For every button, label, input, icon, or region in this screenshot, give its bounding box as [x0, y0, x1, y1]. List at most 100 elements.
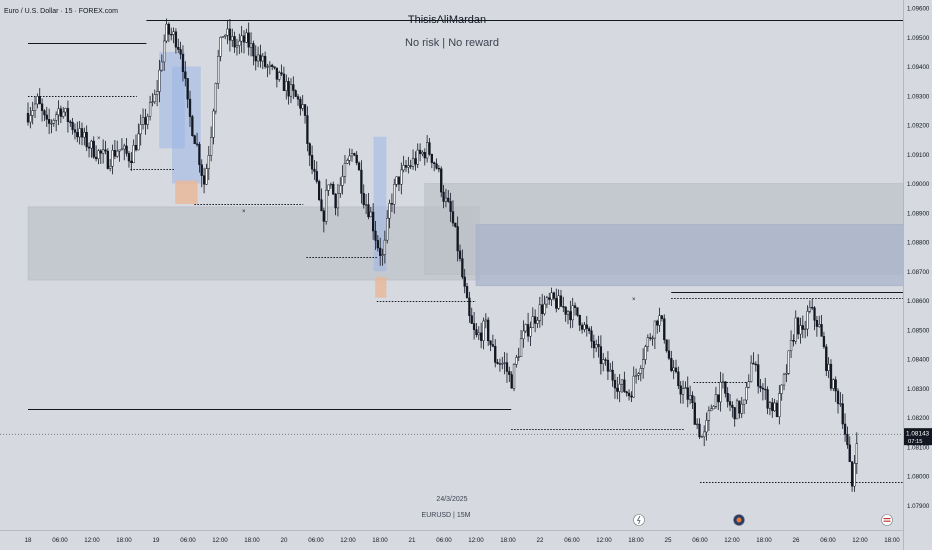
time-axis-tick-label: 06:00 — [564, 537, 580, 544]
candle — [120, 138, 124, 151]
imbalance-box-blue — [172, 66, 201, 184]
candle — [825, 344, 828, 377]
candle — [350, 148, 354, 162]
candle — [691, 391, 694, 410]
candle — [449, 192, 452, 222]
candle — [550, 287, 553, 306]
candle — [731, 401, 734, 418]
candle — [40, 98, 44, 122]
price-axis-tick-label: 1.08400 — [907, 357, 930, 364]
time-axis-tick-label: 12:00 — [212, 537, 228, 544]
candle — [116, 140, 119, 158]
candle — [29, 106, 32, 129]
candle — [813, 306, 816, 331]
candle — [512, 363, 516, 392]
time-axis-tick-label: 12:00 — [596, 537, 612, 544]
candle — [181, 45, 185, 82]
candle — [456, 216, 459, 262]
price-axis-tick-label: 1.08800 — [907, 240, 930, 247]
candle — [749, 355, 753, 383]
candle — [853, 454, 856, 492]
candle — [278, 70, 281, 82]
candle — [447, 190, 450, 203]
candle — [310, 145, 314, 175]
candle — [768, 401, 772, 416]
candle — [379, 237, 382, 266]
candle — [165, 18, 168, 44]
candle — [745, 382, 748, 404]
candle — [545, 295, 549, 309]
lightning-event-icon[interactable] — [633, 514, 645, 526]
candle — [83, 127, 86, 146]
candle — [733, 407, 736, 427]
price-axis-tick-label: 1.08500 — [907, 327, 930, 334]
candle — [705, 412, 708, 441]
candle — [792, 334, 795, 347]
candle — [803, 320, 807, 339]
candle — [313, 159, 316, 180]
candle — [656, 319, 659, 334]
price-axis-tick-label: 1.09400 — [907, 64, 930, 71]
candle — [630, 391, 633, 403]
time-axis-tick-label: 18:00 — [116, 537, 132, 544]
candle — [428, 137, 431, 156]
time-axis-tick-label: 06:00 — [436, 537, 452, 544]
candle — [742, 399, 746, 414]
candle — [367, 193, 370, 220]
time-axis[interactable] — [0, 530, 903, 550]
price-axis[interactable] — [903, 0, 932, 550]
candle — [306, 106, 309, 152]
candle — [508, 366, 511, 382]
candle — [268, 61, 271, 75]
price-axis-tick-label: 1.09000 — [907, 181, 930, 188]
candle — [186, 78, 189, 109]
us-flag-event-icon[interactable] — [881, 514, 893, 526]
candle — [557, 289, 560, 310]
candle — [724, 381, 727, 398]
candle — [397, 176, 401, 192]
candle — [390, 193, 394, 213]
candle — [45, 106, 48, 127]
candle — [158, 59, 161, 103]
candle — [184, 61, 187, 87]
candle — [369, 207, 372, 218]
candle — [679, 381, 682, 404]
candle — [146, 113, 149, 130]
candle — [625, 390, 628, 397]
candle — [242, 30, 246, 54]
candle — [329, 182, 333, 189]
candle — [43, 109, 46, 121]
candle — [632, 366, 635, 398]
candle — [623, 371, 626, 393]
economic-event-icon[interactable] — [733, 514, 745, 526]
candle — [834, 376, 837, 403]
candle — [400, 162, 403, 195]
candle — [233, 31, 236, 53]
candle — [362, 184, 365, 209]
candle — [393, 178, 396, 214]
time-axis-tick-label: 26 — [793, 537, 800, 544]
imbalance-box-orange — [375, 277, 387, 298]
candle — [141, 108, 145, 130]
time-axis-tick-label: 21 — [409, 537, 416, 544]
candle — [71, 117, 74, 135]
candle — [609, 362, 612, 372]
candle — [325, 179, 328, 225]
price-axis-tick-label: 1.08700 — [907, 269, 930, 276]
candle — [155, 79, 159, 107]
candle — [282, 66, 286, 91]
candle — [296, 93, 300, 106]
candle — [266, 63, 269, 78]
candle — [374, 220, 377, 250]
candle — [461, 249, 464, 280]
candle — [292, 76, 295, 100]
candle — [92, 136, 95, 159]
candle — [299, 96, 302, 116]
candle — [139, 114, 142, 146]
candle — [583, 321, 586, 333]
candle — [151, 93, 154, 107]
time-axis-tick-label: 22 — [537, 537, 544, 544]
candle — [794, 310, 797, 345]
candle — [641, 348, 645, 379]
